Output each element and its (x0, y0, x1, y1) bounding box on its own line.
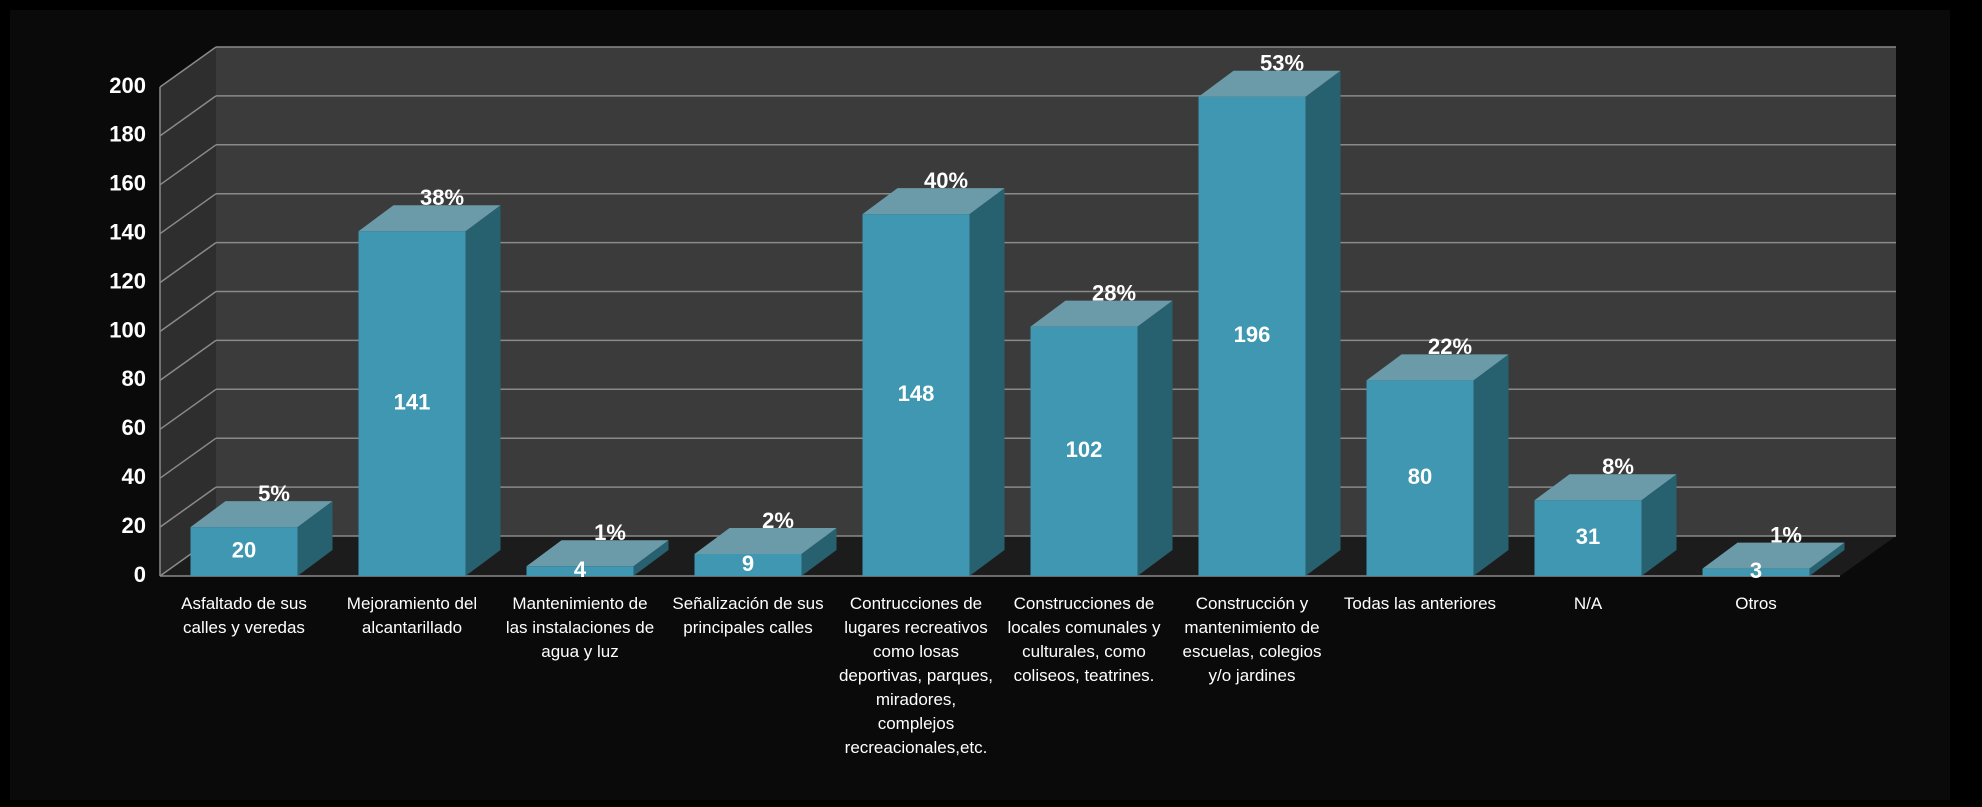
grid-line-side (159, 193, 217, 235)
x-tick-label: Otros (1735, 594, 1777, 613)
x-tick-label: Construcciones de locales comunales y cu… (1007, 594, 1161, 685)
bar-side (1641, 474, 1677, 576)
value-label: 3 (1750, 558, 1762, 583)
bar-side (801, 527, 837, 576)
bar-front (862, 214, 970, 576)
y-tick-label: 100 (109, 317, 146, 342)
y-tick-label: 20 (122, 513, 146, 538)
bar-side (1473, 354, 1509, 576)
bar-side (633, 540, 669, 576)
y-tick-label: 180 (109, 122, 146, 147)
grid-line-side (159, 290, 217, 333)
bar-top (862, 188, 1005, 215)
bar (358, 205, 501, 576)
grid-line-side (159, 241, 217, 284)
bar-side (969, 188, 1005, 576)
x-tick-label: Construcción y mantenimiento de escuelas… (1182, 594, 1322, 685)
x-tick-label: Todas las anteriores (1343, 594, 1497, 613)
grid-line-side (159, 339, 217, 382)
value-label: 80 (1408, 464, 1432, 489)
percent-label: 1% (1770, 522, 1802, 547)
grid-line-side (159, 486, 217, 528)
bar-top (1030, 300, 1173, 327)
grid-line-side (159, 437, 217, 479)
bar-top (1366, 354, 1509, 381)
bar-side (1809, 542, 1845, 576)
bar-front (1702, 568, 1810, 576)
bar-front (358, 231, 466, 576)
bar-side (1137, 300, 1173, 576)
x-tick-label: Señalización de sus principales calles (672, 594, 824, 637)
bar-top (526, 540, 669, 567)
value-label: 31 (1576, 524, 1600, 549)
x-tick-label: N/A (1573, 594, 1603, 613)
bar (190, 501, 333, 576)
bar-top (358, 205, 501, 232)
bar-front (694, 553, 802, 576)
bar (694, 527, 837, 576)
bar-front (1198, 96, 1306, 576)
bar-top (1534, 474, 1677, 501)
value-label: 9 (742, 551, 754, 576)
percent-label: 1% (594, 520, 626, 545)
grid-line-side (159, 144, 217, 186)
bar-side (297, 501, 333, 576)
bar-top (1702, 542, 1845, 569)
bar (1198, 70, 1341, 576)
percent-label: 8% (1602, 454, 1634, 479)
bar-side (1305, 70, 1341, 576)
bar (1534, 474, 1677, 576)
bar-front (190, 527, 298, 576)
x-tick-label: Mejoramiento del alcantarillado (346, 594, 478, 637)
bar-top (1198, 70, 1341, 97)
value-label: 141 (394, 389, 431, 414)
percent-label: 2% (762, 508, 794, 533)
bar-top (694, 527, 837, 554)
bar-front (1534, 500, 1642, 576)
bar (1030, 300, 1173, 576)
y-tick-label: 40 (122, 464, 146, 489)
value-label: 4 (574, 557, 587, 582)
x-tick-label: Contrucciones de lugares recreativos com… (838, 594, 994, 757)
percent-label: 40% (924, 168, 968, 193)
bar-front (1366, 380, 1474, 576)
bar (1366, 354, 1509, 576)
value-label: 102 (1066, 437, 1103, 462)
value-label: 20 (232, 537, 256, 562)
bar (862, 188, 1005, 576)
x-tick-label: Asfaltado de sus calles y veredas (181, 594, 307, 637)
grid-line-side (159, 95, 217, 137)
percent-label: 5% (258, 481, 290, 506)
bar-front (526, 566, 634, 576)
bar-top (190, 501, 333, 528)
bar (526, 540, 669, 576)
y-tick-label: 160 (109, 171, 146, 196)
grid-line-side (159, 388, 217, 430)
percent-label: 38% (420, 185, 464, 210)
x-tick-label: Mantenimiento de las instalaciones de ag… (505, 594, 655, 661)
bar-side (465, 205, 501, 576)
value-label: 148 (898, 381, 935, 406)
bar (1702, 542, 1845, 576)
grid-line-side (159, 46, 217, 88)
percent-label: 22% (1428, 334, 1472, 359)
y-tick-label: 200 (109, 73, 146, 98)
percent-label: 28% (1092, 280, 1136, 305)
y-tick-label: 0 (134, 562, 146, 587)
y-tick-label: 120 (109, 268, 146, 293)
y-tick-label: 60 (122, 415, 146, 440)
y-tick-label: 80 (122, 366, 146, 391)
percent-label: 53% (1260, 51, 1304, 76)
y-tick-label: 140 (109, 220, 146, 245)
value-label: 196 (1234, 322, 1271, 347)
bar-front (1030, 326, 1138, 576)
